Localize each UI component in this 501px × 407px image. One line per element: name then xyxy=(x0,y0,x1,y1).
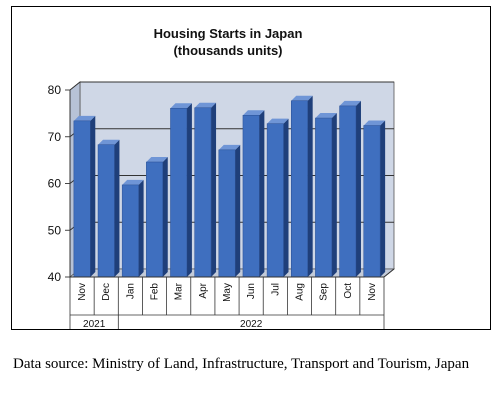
bar-top xyxy=(146,156,168,162)
gridline xyxy=(69,81,394,91)
bar-side xyxy=(380,120,386,277)
x-tick-label: Sep xyxy=(319,283,330,301)
bar-face xyxy=(170,107,188,278)
x-tick-label: Feb xyxy=(150,283,161,301)
bar-aug-9 xyxy=(290,95,313,278)
x-tick-label: Oct xyxy=(343,283,354,299)
bar-face xyxy=(363,125,381,278)
bar-jun-7 xyxy=(242,110,265,278)
bar-apr-5 xyxy=(194,102,217,278)
source-note: Data source: Ministry of Land, Infrastru… xyxy=(13,356,470,372)
x-tick-label: May xyxy=(222,283,233,302)
bar-top xyxy=(363,120,386,126)
bar-face xyxy=(73,120,91,278)
bar-nov-0 xyxy=(73,115,96,278)
x-tick-label: Jan xyxy=(125,283,136,299)
bar-side xyxy=(90,115,96,277)
y-tick-label: 60 xyxy=(48,177,62,191)
bar-top xyxy=(291,95,313,101)
bar-jan-2 xyxy=(121,179,144,278)
bar-side xyxy=(283,118,289,277)
bar-side xyxy=(307,95,313,277)
bar-face xyxy=(290,100,308,278)
bar-face xyxy=(315,117,333,278)
bar-face xyxy=(242,114,260,278)
bar-face xyxy=(194,107,212,278)
bar-chart: Housing Starts in Japan (thousands units… xyxy=(48,26,396,329)
bar-top xyxy=(242,110,265,116)
x-tick-label: Mar xyxy=(174,282,185,300)
bar-face xyxy=(146,161,164,278)
x-tick-label: Aug xyxy=(294,283,305,301)
bar-top xyxy=(194,102,217,108)
year-label-2022: 2022 xyxy=(240,319,263,329)
bar-side xyxy=(114,139,120,277)
bar-top xyxy=(315,113,337,119)
bar-face xyxy=(339,105,357,278)
bar-nov-12 xyxy=(363,120,386,278)
bar-face xyxy=(266,123,284,278)
chart-title: Housing Starts in Japan xyxy=(154,26,303,41)
x-tick-label: Nov xyxy=(77,283,88,301)
bar-jul-8 xyxy=(266,118,289,278)
x-tick-label: Jul xyxy=(270,283,281,296)
bar-may-6 xyxy=(218,144,241,278)
bar-side xyxy=(162,156,168,277)
bar-side xyxy=(211,102,217,277)
bar-top xyxy=(98,139,120,145)
bar-dec-1 xyxy=(97,139,120,278)
bar-side xyxy=(259,110,265,278)
bar-mar-4 xyxy=(170,103,192,278)
bar-oct-11 xyxy=(339,100,361,278)
x-tick-label: Jun xyxy=(246,283,257,299)
x-tick-label: Dec xyxy=(101,283,112,301)
bar-top xyxy=(339,100,361,106)
bar-top xyxy=(170,103,192,109)
x-tick-label: Apr xyxy=(198,282,209,298)
bar-top xyxy=(122,179,144,185)
bar-face xyxy=(218,149,236,278)
bar-top xyxy=(218,144,241,150)
x-axis-edge xyxy=(383,268,395,278)
plot-area: 40 50 60 70 80 Nov Dec Jan Feb Mar Apr May Jun Jul Aug… xyxy=(48,81,396,329)
y-tick-label: 40 xyxy=(48,270,62,284)
x-tick-label: Nov xyxy=(367,283,378,301)
bar-side xyxy=(355,100,361,278)
bar-side xyxy=(235,144,241,277)
bar-face xyxy=(121,184,139,278)
year-label-2021: 2021 xyxy=(83,319,106,329)
chart-subtitle: (thousands units) xyxy=(173,43,282,58)
bar-top xyxy=(267,118,289,124)
y-tick-label: 50 xyxy=(48,223,62,237)
bar-side xyxy=(331,113,337,277)
y-tick-label: 80 xyxy=(48,83,62,97)
bar-top xyxy=(73,115,96,121)
bar-feb-3 xyxy=(146,156,168,278)
bar-side xyxy=(186,103,192,277)
bar-side xyxy=(138,179,144,277)
y-tick-label: 70 xyxy=(48,130,62,144)
bar-sep-10 xyxy=(315,113,337,278)
bar-face xyxy=(97,144,115,278)
chart-frame: Housing Starts in Japan (thousands units… xyxy=(11,6,491,330)
